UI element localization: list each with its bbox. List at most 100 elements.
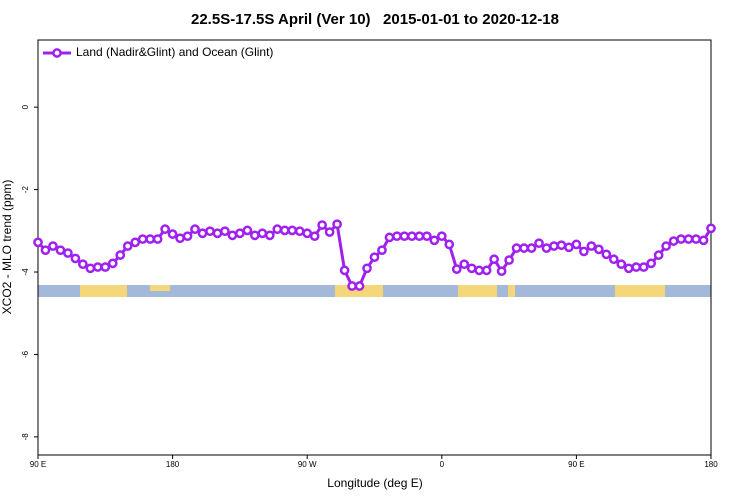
data-point [160,224,170,235]
data-point [616,259,627,270]
data-point [347,281,357,291]
data-point [601,249,612,260]
x-tick-label: 0 [440,460,445,469]
y-tick-label: 0 [21,104,30,109]
data-point [429,235,440,246]
data-point [436,231,447,242]
data-point [489,254,499,265]
data-point [257,228,268,239]
data-point [279,225,290,236]
data-point [579,246,589,257]
y-tick-label: -8 [21,433,30,441]
y-tick-label: -2 [21,185,30,193]
data-point [459,259,470,270]
land-patch [508,285,515,297]
data-point [137,234,148,244]
chart-title: 22.5S-17.5S April (Ver 10) 2015-01-01 to… [191,11,559,28]
data-point [481,265,492,276]
land-patch [458,285,497,297]
data-point [526,243,537,253]
data-point [78,259,88,270]
data-point [197,228,208,239]
data-point [623,263,634,274]
data-point [100,262,111,272]
data-point [272,224,283,235]
data-point [474,265,485,276]
data-point [145,234,156,244]
data-point [511,243,522,253]
data-point [182,231,193,242]
data-point [384,232,395,243]
data-point [392,231,402,242]
data-point [190,224,200,235]
data-point [115,250,126,260]
data-point [676,234,686,244]
data-point [586,241,597,251]
data-point [668,236,679,246]
land-patch [615,285,665,297]
data-point [175,233,185,244]
data-point [70,253,81,264]
data-point [504,255,514,265]
plot-frame [37,39,712,456]
data-point [92,262,103,272]
data-point [339,265,350,276]
data-point [421,231,432,242]
data-point [242,225,253,236]
data-point [48,241,58,251]
data-point [294,226,305,237]
data-point [85,263,96,274]
data-point [631,262,642,272]
data-point [556,240,567,251]
data-point [287,225,298,236]
data-point [369,252,380,263]
data-point [63,248,73,258]
data-point [466,263,477,274]
data-point [130,237,141,248]
data-point [444,239,455,250]
data-point [608,254,619,265]
data-point [534,238,544,249]
data-point [33,237,43,248]
data-point [407,231,417,242]
data-point [107,258,118,269]
data-point [309,231,320,242]
x-tick-label: 180 [166,460,180,469]
data-point [317,220,328,230]
data-point [332,219,342,230]
data-point [653,250,664,260]
legend-marker [52,48,62,58]
y-axis-label: XCO2 - MLO trend (ppm) [0,180,14,315]
data-point [235,228,245,239]
data-point [212,228,223,239]
data-point [451,264,462,274]
y-tick-label: -6 [21,350,30,358]
data-point [324,227,335,237]
data-point [122,241,133,251]
legend-label: Land (Nadir&Glint) and Ocean (Glint) [76,45,273,59]
data-point [250,230,260,241]
data-point [205,226,215,237]
x-tick-label: 180 [704,460,718,469]
x-axis-label: Longitude (deg E) [327,476,422,490]
data-point [691,234,701,244]
data-point [55,245,66,256]
x-tick-label: 90 E [30,460,46,469]
data-point [167,229,178,239]
data-point [564,242,574,253]
y-tick-label: -4 [21,268,30,276]
data-point [496,266,507,277]
data-point [638,262,649,272]
data-point [227,230,238,241]
data-point [646,258,657,269]
data-point [683,234,694,244]
data-point [264,230,275,241]
data-point [302,228,313,239]
x-tick-label: 90 E [568,460,584,469]
data-point [541,243,552,253]
x-tick-label: 90 W [298,460,317,469]
land-patch [150,285,170,291]
data-point [354,281,365,291]
land-ocean-strip [38,285,711,297]
